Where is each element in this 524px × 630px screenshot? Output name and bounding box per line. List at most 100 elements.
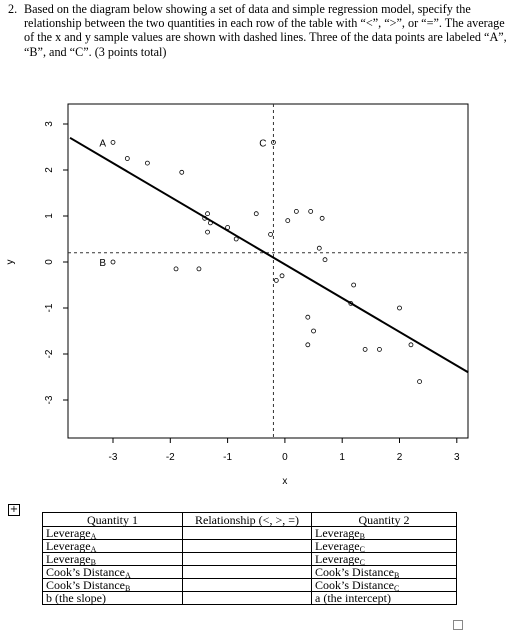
y-tick-label: -1	[44, 303, 55, 312]
data-point	[202, 215, 208, 221]
table-row: b (the slope) a (the intercept)	[42, 591, 457, 605]
data-point	[271, 140, 276, 145]
data-point	[408, 342, 414, 348]
point-label-c: C	[259, 138, 266, 149]
y-tick-label: 3	[44, 121, 55, 127]
quantity-1-cell-text: b (the slope)	[46, 591, 106, 605]
quantity-1-cell-text: Leverage	[46, 539, 91, 553]
y-tick-label: 2	[44, 167, 55, 173]
table-row: Cook’s DistanceA Cook’s DistanceB	[42, 565, 457, 580]
quantity-2-cell-subscript: C	[359, 558, 365, 567]
table-row: LeverageA LeverageB	[42, 526, 457, 541]
data-point	[253, 211, 259, 217]
quantity-2-cell-subscript: C	[394, 584, 400, 593]
quantity-2-cell-subscript: B	[394, 571, 400, 580]
table-header-row: Quantity 1 Relationship (<, >, =) Quanti…	[42, 512, 457, 527]
data-point	[397, 305, 402, 311]
quantity-2-cell: LeverageB	[311, 526, 457, 541]
quantity-1-cell: Cook’s DistanceA	[42, 565, 183, 580]
plot-frame	[67, 103, 469, 439]
data-point	[351, 282, 357, 288]
data-point	[268, 231, 273, 237]
quantity-2-cell: a (the intercept)	[311, 591, 457, 605]
data-point	[305, 342, 311, 348]
relationship-cell[interactable]	[182, 539, 312, 553]
relationship-cell[interactable]	[182, 526, 312, 540]
data-point	[279, 273, 285, 279]
data-point	[285, 218, 291, 224]
data-point	[110, 259, 116, 265]
scatter-plot: -3 -2 -1 0 1 2 3 3 2 1 0 -1 -2 -3 x y A B C	[5, 103, 469, 487]
quantity-1-cell-subscript: A	[125, 571, 131, 580]
data-point	[173, 266, 179, 272]
quantity-2-cell-text: Leverage	[315, 552, 360, 566]
quantity-2-cell: LeverageC	[311, 552, 457, 567]
data-point	[110, 140, 116, 145]
quantity-1-cell-text: Leverage	[46, 526, 91, 540]
data-point	[205, 211, 210, 217]
y-tick-label: 1	[44, 213, 55, 219]
quantity-2-cell: LeverageC	[311, 539, 457, 554]
quantity-2-cell: Cook’s DistanceC	[311, 578, 457, 593]
relationship-cell[interactable]	[182, 565, 312, 579]
quantity-2-cell: Cook’s DistanceB	[311, 565, 457, 580]
header-relationship: Relationship (<, >, =)	[182, 512, 312, 527]
data-point	[293, 209, 299, 214]
quantity-1-cell: LeverageA	[42, 539, 183, 554]
y-tick-label: -3	[44, 395, 55, 404]
y-axis-label: y	[5, 260, 16, 265]
quantity-1-cell-text: Cook’s Distance	[46, 578, 125, 592]
data-point	[319, 215, 325, 221]
y-tick-label: -2	[44, 349, 55, 358]
quantity-1-cell: b (the slope)	[42, 591, 183, 605]
quantity-2-cell-text: a (the intercept)	[315, 591, 391, 605]
data-point	[205, 229, 210, 235]
table-row: LeverageA LeverageC	[42, 539, 457, 554]
data-point	[233, 236, 239, 242]
quantity-2-cell-text: Cook’s Distance	[315, 578, 394, 592]
table-expand-icon[interactable]: +	[8, 504, 20, 516]
x-tick-label: -3	[109, 452, 118, 463]
relationship-cell[interactable]	[182, 578, 312, 592]
x-tick-label: 2	[397, 452, 403, 463]
data-point	[311, 328, 316, 334]
quantity-1-cell-text: Leverage	[46, 552, 91, 566]
quantity-1-cell-subscript: B	[90, 558, 96, 567]
table-row: Cook’s DistanceB Cook’s DistanceC	[42, 578, 457, 593]
quantity-2-cell-text: Leverage	[315, 526, 360, 540]
question-number: 2.	[8, 2, 18, 16]
quantity-1-cell-subscript: A	[90, 532, 97, 541]
data-point	[196, 266, 202, 272]
data-point	[124, 156, 130, 161]
x-tick-label: -1	[223, 452, 232, 463]
quantity-1-cell: LeverageB	[42, 552, 183, 567]
x-tick-label: -2	[166, 452, 175, 463]
quantity-1-cell-subscript: A	[90, 545, 97, 554]
header-quantity-2: Quantity 2	[311, 512, 457, 527]
data-point	[316, 245, 322, 251]
relationship-cell[interactable]	[182, 552, 312, 566]
corner-box	[453, 620, 463, 630]
data-point	[362, 346, 368, 352]
regression-line	[69, 136, 469, 374]
answer-table: Quantity 1 Relationship (<, >, =) Quanti…	[42, 512, 457, 605]
data-point	[305, 314, 311, 320]
quantity-2-cell-subscript: B	[359, 532, 365, 541]
quantity-1-cell-subscript: B	[125, 584, 131, 593]
quantity-1-cell: LeverageA	[42, 526, 183, 541]
quantity-2-cell-text: Cook’s Distance	[315, 565, 394, 579]
x-axis-label: x	[282, 476, 287, 487]
data-point	[179, 169, 185, 175]
data-point	[417, 379, 422, 385]
point-label-a: A	[99, 138, 106, 149]
data-point	[273, 277, 279, 283]
header-quantity-1: Quantity 1	[42, 512, 183, 527]
data-point	[144, 160, 150, 166]
question: 2. Based on the diagram below showing a …	[8, 2, 508, 59]
relationship-cell[interactable]	[182, 591, 312, 605]
quantity-1-cell: Cook’s DistanceB	[42, 578, 183, 593]
x-tick-label: 0	[282, 452, 288, 463]
x-tick-label: 1	[339, 452, 345, 463]
quantity-2-cell-text: Leverage	[315, 539, 360, 553]
table-row: LeverageB LeverageC	[42, 552, 457, 567]
